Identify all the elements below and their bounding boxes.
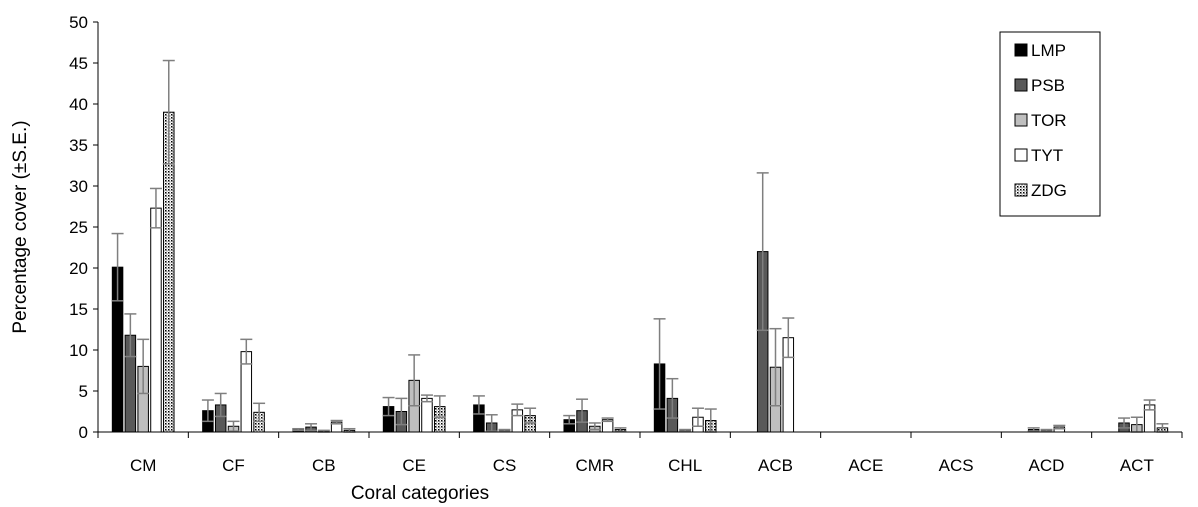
legend-swatch-lmp <box>1014 43 1028 57</box>
y-tick-label: 0 <box>79 423 88 442</box>
x-tick-label-act: ACT <box>1120 456 1154 475</box>
legend-label-psb: PSB <box>1031 76 1065 95</box>
legend-swatch-zdg <box>1014 183 1028 197</box>
legend: LMP PSB TOR TYT ZDG <box>999 31 1101 217</box>
x-tick-label-acs: ACS <box>939 456 974 475</box>
bar-tyt-ce <box>421 397 433 433</box>
legend-label-tor: TOR <box>1031 111 1067 130</box>
x-axis-title: Coral categories <box>351 483 489 504</box>
x-tick-label-chl: CHL <box>668 456 702 475</box>
legend-swatch-psb <box>1014 78 1028 92</box>
y-axis: 0 5 10 15 20 25 30 35 40 45 50 <box>69 13 99 442</box>
y-tick-label: 20 <box>69 259 88 278</box>
legend-label-tyt: TYT <box>1031 146 1063 165</box>
x-axis: CM CF CB CE CS CMR CHL ACB ACE ACS ACD ACT <box>97 431 1183 475</box>
legend-swatch-tor <box>1014 113 1028 127</box>
y-tick-label: 40 <box>69 95 88 114</box>
bar-tyt-cm <box>150 207 162 433</box>
y-tick-label: 35 <box>69 136 88 155</box>
y-tick-label: 25 <box>69 218 88 237</box>
x-tick-label-cb: CB <box>312 456 336 475</box>
y-tick-label: 50 <box>69 13 88 32</box>
x-tick-label-acd: ACD <box>1029 456 1065 475</box>
x-tick-label-ace: ACE <box>848 456 883 475</box>
legend-swatch-tyt <box>1014 148 1028 162</box>
y-tick-label: 15 <box>69 300 88 319</box>
x-tick-label-acb: ACB <box>758 456 793 475</box>
y-tick-label: 10 <box>69 341 88 360</box>
y-tick-label: 30 <box>69 177 88 196</box>
x-tick-label-cf: CF <box>222 456 245 475</box>
x-tick-label-cm: CM <box>130 456 156 475</box>
legend-label-zdg: ZDG <box>1031 181 1067 200</box>
legend-label-lmp: LMP <box>1031 41 1066 60</box>
y-axis-title: Percentage cover (±S.E.) <box>10 120 31 333</box>
x-tick-label-cmr: CMR <box>575 456 614 475</box>
x-tick-label-ce: CE <box>402 456 426 475</box>
error-bars <box>111 59 1169 433</box>
y-tick-label: 45 <box>69 54 88 73</box>
x-tick-label-cs: CS <box>493 456 517 475</box>
y-tick-label: 5 <box>79 382 88 401</box>
